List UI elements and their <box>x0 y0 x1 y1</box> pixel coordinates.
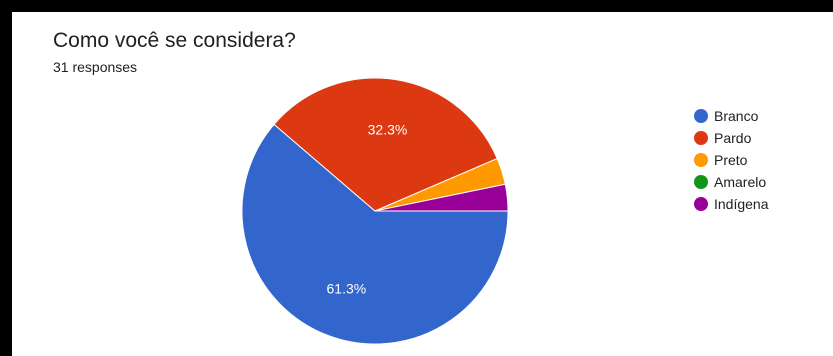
legend-swatch <box>694 153 708 167</box>
legend-swatch <box>694 109 708 123</box>
pie-slice-indígena[interactable] <box>374 183 509 212</box>
legend-label: Pardo <box>714 130 752 146</box>
legend-item-indígena[interactable]: Indígena <box>694 193 769 215</box>
legend-label: Preto <box>714 152 748 168</box>
data-label-pardo: 32.3% <box>368 121 408 137</box>
legend-item-pardo[interactable]: Pardo <box>694 127 769 149</box>
legend-swatch <box>694 197 708 211</box>
response-count: 31 responses <box>53 59 138 75</box>
chart-title: Como você se considera? <box>53 29 296 52</box>
pie-slice-pardo[interactable] <box>273 77 498 212</box>
legend-label: Amarelo <box>714 174 767 190</box>
data-label-branco: 61.3% <box>327 280 367 296</box>
legend-item-amarelo[interactable]: Amarelo <box>694 171 769 193</box>
pie-slice-branco[interactable] <box>241 123 509 345</box>
legend-swatch <box>694 131 708 145</box>
chart-card: Como você se considera? 31 responses 61.… <box>12 12 833 356</box>
legend-item-preto[interactable]: Preto <box>694 149 769 171</box>
chart-legend: Branco Pardo Preto Amarelo Indígena <box>694 105 769 215</box>
legend-swatch <box>694 175 708 189</box>
pie-chart: 61.3% 32.3% <box>241 77 509 345</box>
legend-label: Indígena <box>714 196 769 212</box>
legend-label: Branco <box>714 108 759 124</box>
legend-item-branco[interactable]: Branco <box>694 105 769 127</box>
